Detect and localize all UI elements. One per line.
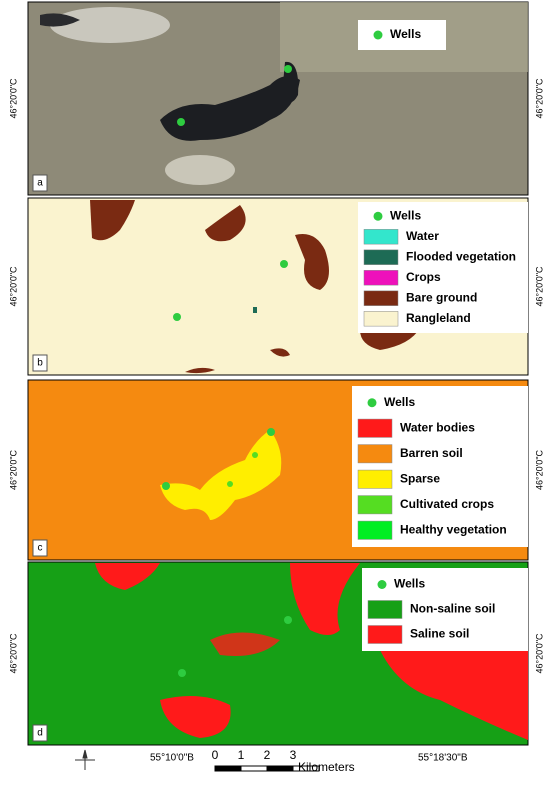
legend-swatch [363, 249, 399, 265]
legend-marker [367, 398, 377, 408]
latitude-label: 46°20'0"C [534, 266, 544, 307]
legend-swatch [363, 290, 399, 306]
panel-label: d [37, 728, 43, 739]
legend-label: Healthy vegetation [400, 522, 507, 536]
legend-label: Water bodies [400, 420, 475, 434]
longitude-label: 55°18'30"B [418, 753, 468, 764]
latitude-label: 46°20'0"C [8, 449, 18, 490]
legend-label: Crops [406, 270, 441, 284]
legend-label: Barren soil [400, 446, 463, 460]
legend-swatch [357, 418, 393, 438]
panel-label: c [38, 543, 43, 554]
longitude-label: 55°10'0"B [150, 753, 194, 764]
legend-box [352, 386, 528, 547]
scale-segment [214, 765, 242, 772]
latitude-label: 46°20'0"C [8, 266, 18, 307]
legend-swatch [357, 444, 393, 464]
legend-label: Rangleland [406, 311, 471, 325]
scale-segment [240, 765, 268, 772]
legend-swatch [363, 270, 399, 286]
legend-box [358, 20, 446, 50]
legend-marker [377, 580, 387, 589]
panel-label: a [37, 178, 43, 189]
scale-tick-label: 0 [212, 748, 219, 762]
legend-label: Water [406, 229, 439, 243]
panel-label-box [32, 174, 48, 192]
legend-swatch [363, 229, 399, 245]
legend-label: Non-saline soil [410, 602, 495, 616]
legend-label: Wells [390, 27, 421, 41]
legend-swatch [367, 625, 403, 644]
latitude-label: 46°20'0"C [534, 449, 544, 490]
scale-segment [292, 765, 320, 772]
legend-marker [373, 211, 383, 221]
legend-swatch [357, 520, 393, 540]
scale-tick-label: 1 [238, 748, 245, 762]
scale-unit: Kilometers [298, 760, 355, 774]
scale-segment [266, 765, 294, 772]
scale-tick-label: 3 [290, 748, 297, 762]
latitude-label: 46°20'0"C [8, 78, 18, 119]
legend-label: Wells [394, 577, 425, 591]
legend-marker [373, 30, 383, 40]
compass [75, 749, 95, 770]
latitude-label: 46°20'0"C [8, 633, 18, 674]
panel-label-box [32, 724, 48, 742]
legend-swatch [363, 311, 399, 327]
scale-tick-label: 2 [264, 748, 271, 762]
legend-swatch [367, 600, 403, 619]
panel-label: b [37, 358, 43, 369]
legend-label: Saline soil [410, 627, 469, 641]
legend-label: Flooded vegetation [406, 249, 516, 263]
legend-label: Cultivated crops [400, 497, 494, 511]
legend-label: Bare ground [406, 290, 477, 304]
panel-a-image [27, 1, 529, 196]
latitude-label: 46°20'0"C [534, 633, 544, 674]
legend-label: Wells [390, 208, 421, 222]
legend-swatch [357, 495, 393, 515]
legend-label: Sparse [400, 471, 440, 485]
latitude-label: 46°20'0"C [534, 78, 544, 119]
legend-swatch [357, 469, 393, 489]
panel-label-box [32, 354, 48, 372]
panel-label-box [32, 539, 48, 557]
legend-label: Wells [384, 395, 415, 409]
